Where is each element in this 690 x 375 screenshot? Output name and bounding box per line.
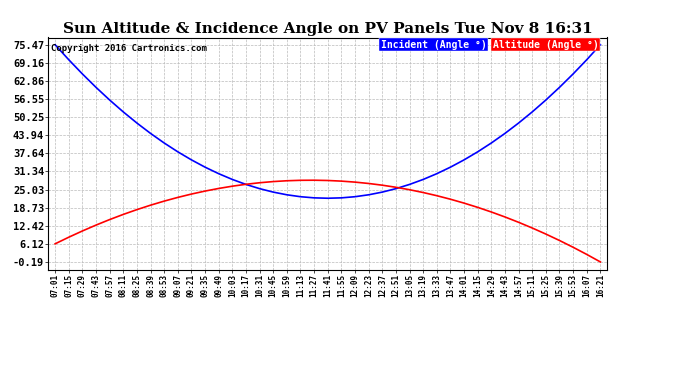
Text: Incident (Angle °): Incident (Angle °)	[381, 40, 486, 50]
Title: Sun Altitude & Incidence Angle on PV Panels Tue Nov 8 16:31: Sun Altitude & Incidence Angle on PV Pan…	[63, 22, 593, 36]
Text: Altitude (Angle °): Altitude (Angle °)	[493, 40, 598, 50]
Text: Copyright 2016 Cartronics.com: Copyright 2016 Cartronics.com	[51, 45, 207, 54]
